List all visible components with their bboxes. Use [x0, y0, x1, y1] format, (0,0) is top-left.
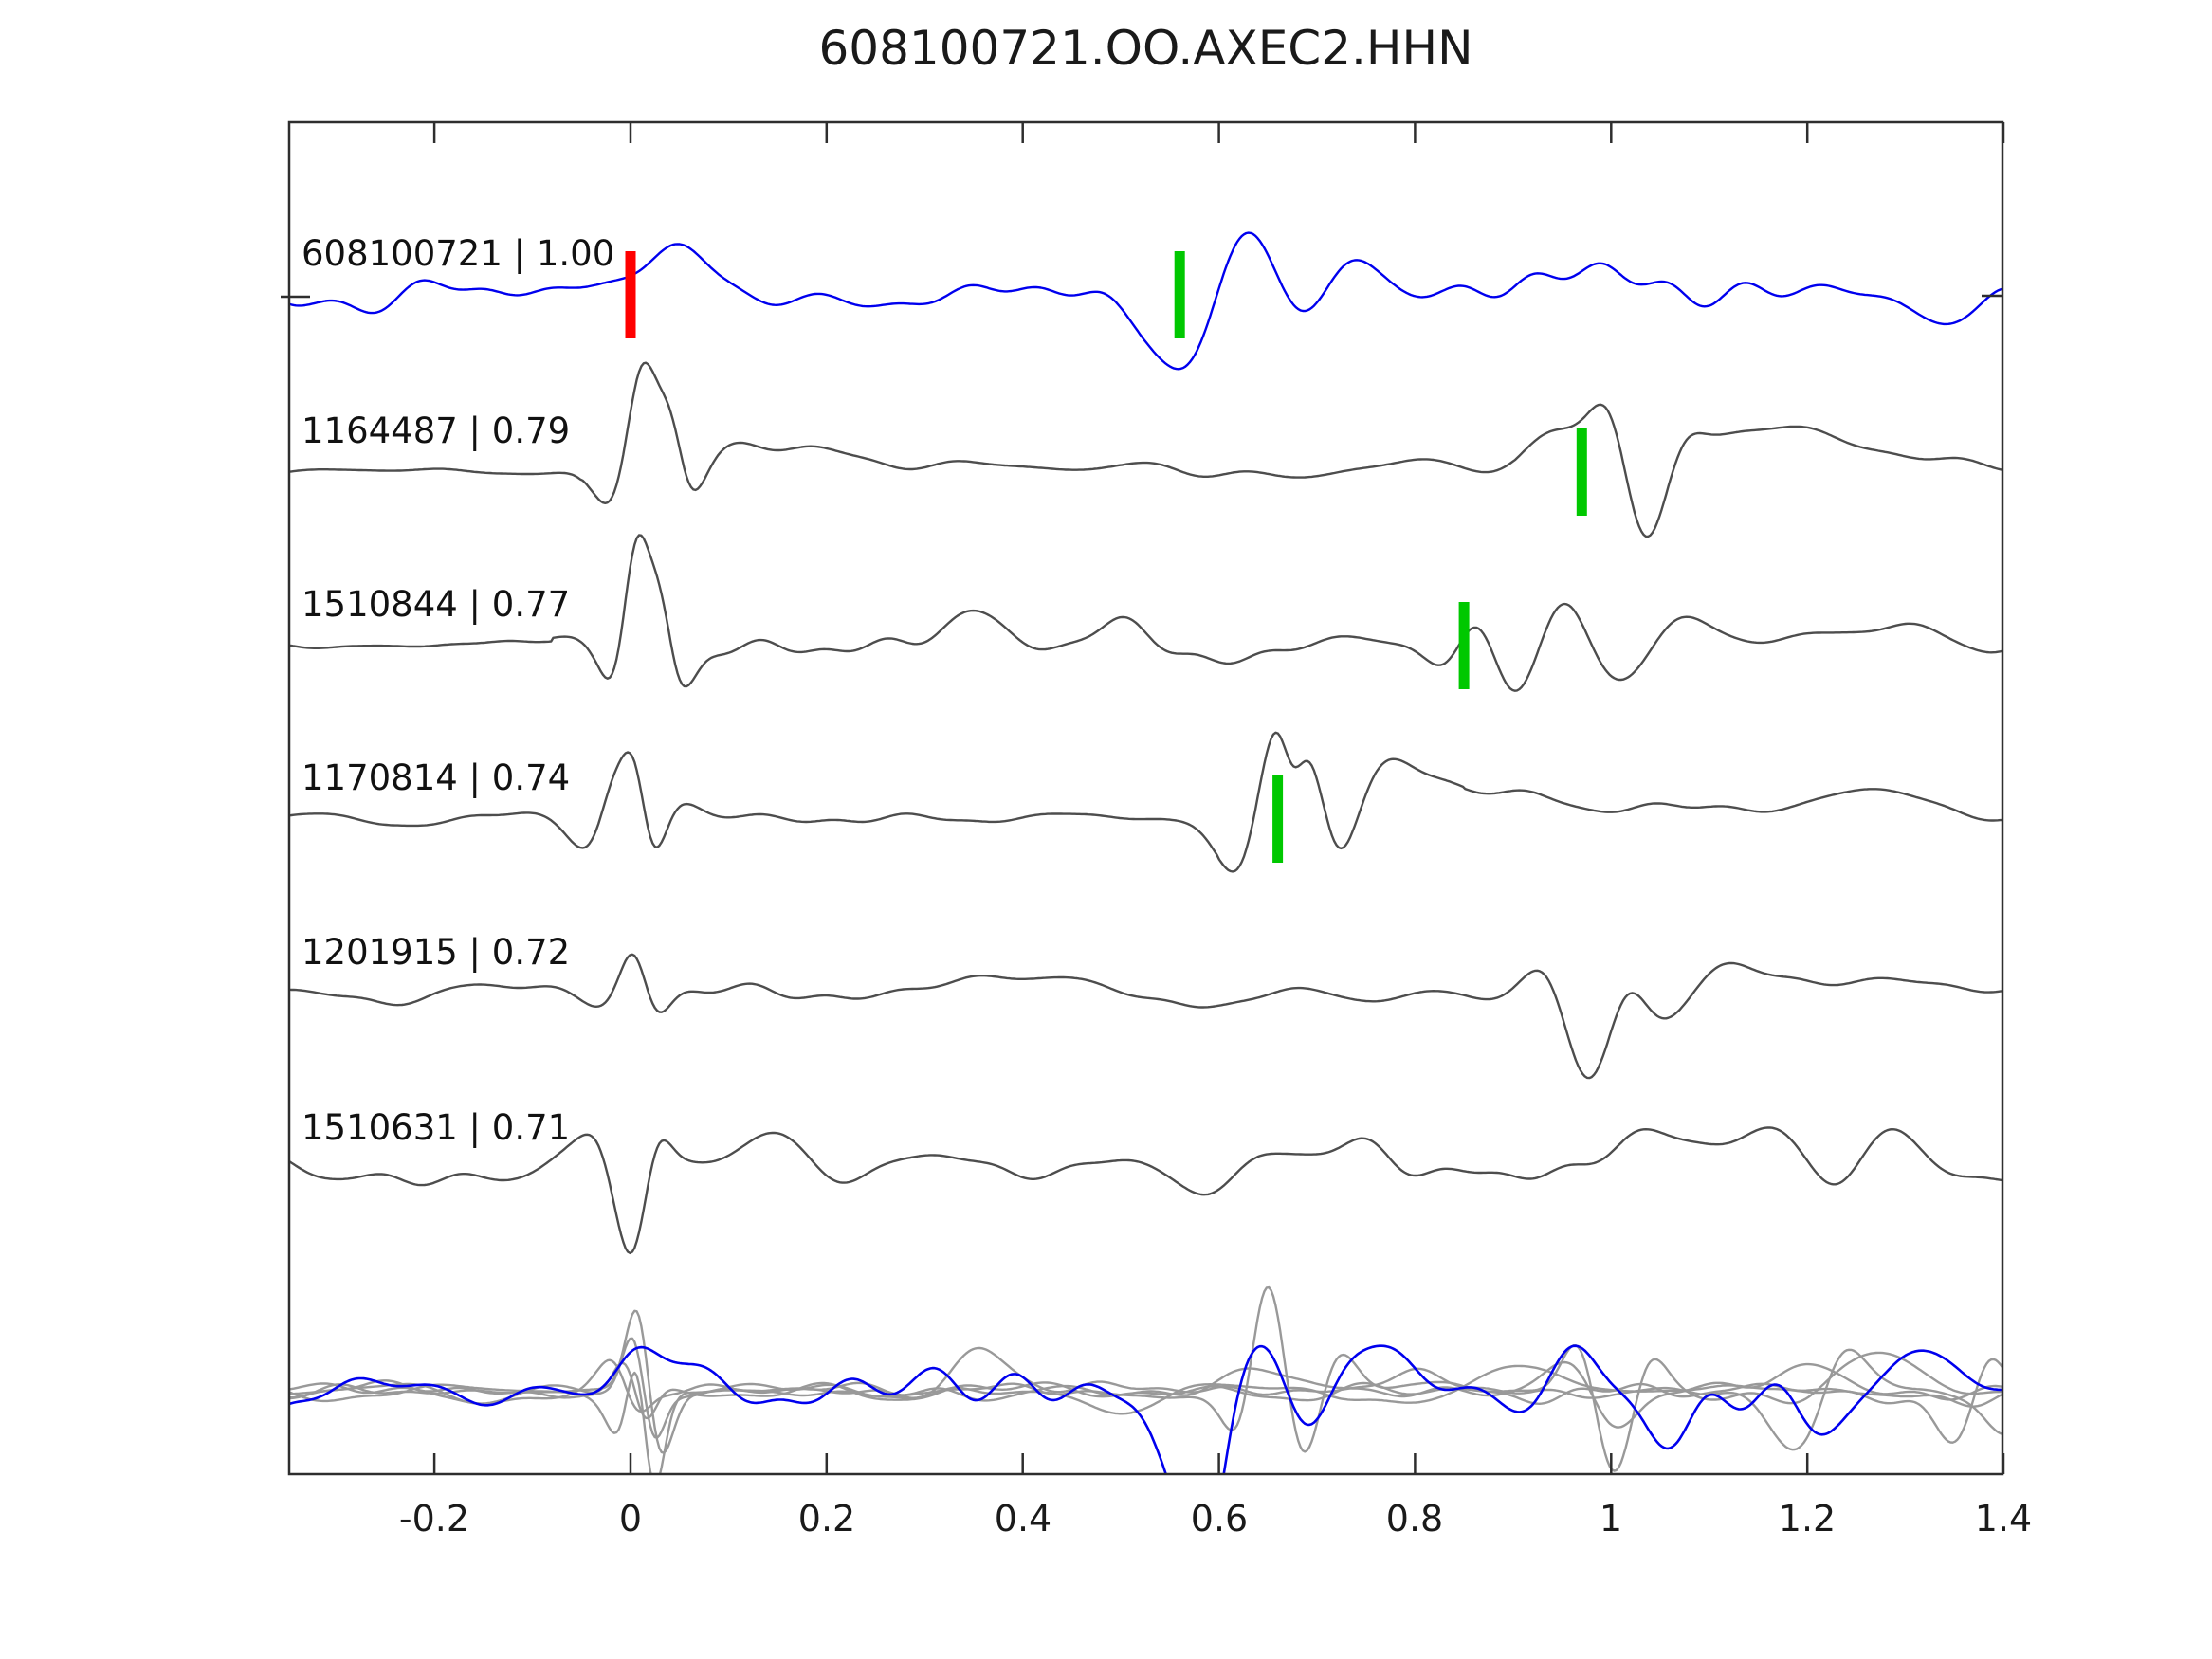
x-tick-label: 0.6 [1190, 1498, 1249, 1540]
x-tick-label: 1.2 [1778, 1498, 1837, 1540]
x-tick-label: -0.2 [398, 1498, 470, 1540]
x-tick-label: 0 [618, 1498, 643, 1540]
pick-marker [625, 251, 636, 338]
trace-label: 1510631 | 0.71 [302, 1107, 571, 1148]
detection-marker [1272, 775, 1284, 863]
waveform-trace [290, 1309, 2002, 1454]
traces-group [290, 231, 2002, 1473]
x-tick-label: 1.4 [1974, 1498, 2033, 1540]
detection-marker [1458, 602, 1470, 689]
waveform-trace [290, 731, 2002, 873]
trace-label: 1170814 | 0.74 [302, 757, 571, 798]
waveform-trace [290, 953, 2002, 1080]
waveform-trace [290, 1337, 2002, 1439]
waveform-trace [290, 1344, 2002, 1473]
waveform-trace [290, 1358, 2002, 1444]
detection-marker [1576, 428, 1587, 516]
trace-label: 1201915 | 0.72 [302, 932, 571, 973]
waveform-trace [290, 1126, 2002, 1255]
plot-title: 608100721.OO.AXEC2.HHN [818, 21, 1473, 76]
x-tick-label: 1 [1599, 1498, 1623, 1540]
trace-label: 608100721 | 1.00 [302, 233, 615, 274]
x-tick-label: 0.8 [1385, 1498, 1444, 1540]
trace-label: 1164487 | 0.79 [302, 410, 571, 451]
waveform-trace [290, 1343, 2002, 1472]
plot-border [287, 120, 2004, 1476]
waveform-trace [290, 361, 2002, 538]
trace-label: 1510844 | 0.77 [302, 584, 571, 625]
x-tick-label: 0.4 [994, 1498, 1052, 1540]
detection-marker [1174, 251, 1185, 338]
waveform-trace [290, 534, 2002, 692]
x-tick-label: 0.2 [797, 1498, 856, 1540]
waveform-trace [290, 231, 2002, 371]
